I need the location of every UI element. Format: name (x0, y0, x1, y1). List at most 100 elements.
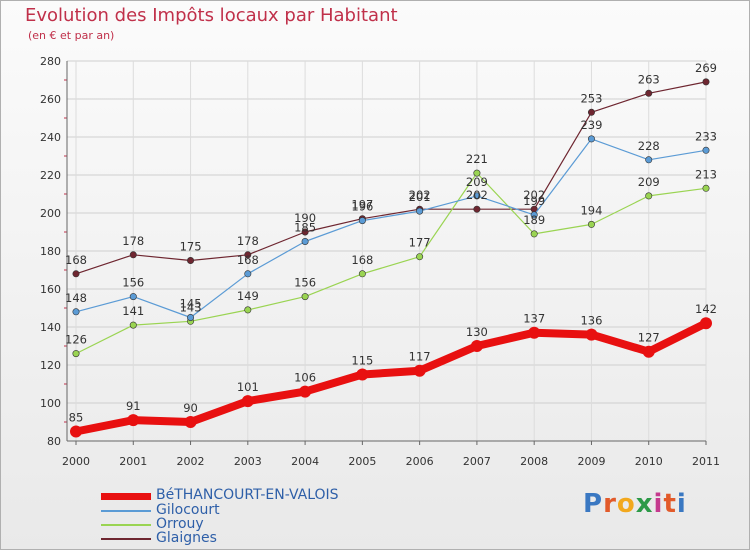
data-label-1: 209 (466, 175, 488, 189)
data-label-1: 201 (409, 190, 431, 204)
x-tick-label: 2008 (520, 455, 548, 468)
series-line-3 (75, 81, 707, 275)
series-line-1 (75, 138, 707, 319)
series-point-0 (241, 395, 254, 408)
series-point-0 (127, 414, 140, 427)
series-point-0 (585, 328, 598, 341)
data-label-2: 213 (695, 167, 717, 181)
data-label-0: 142 (695, 302, 717, 316)
series-point-0 (356, 368, 369, 381)
series-line-2 (75, 172, 707, 355)
y-tick-label: 240 (40, 131, 61, 144)
data-label-3: 269 (695, 61, 717, 75)
data-label-2: 209 (638, 175, 660, 189)
series-point-3 (702, 78, 710, 86)
x-tick-label: 2003 (234, 455, 262, 468)
data-label-2: 177 (409, 236, 431, 250)
series-point-2 (301, 293, 309, 301)
logo-letter: i (676, 489, 687, 519)
data-label-1: 145 (180, 297, 202, 311)
logo-letter: x (635, 489, 654, 519)
series-point-0 (184, 416, 197, 428)
data-label-0: 106 (294, 371, 316, 385)
series-point-3 (301, 228, 309, 236)
data-label-3: 175 (180, 240, 202, 254)
data-label-3: 178 (237, 234, 259, 248)
data-label-3: 202 (409, 188, 431, 202)
series-point-0 (299, 385, 312, 398)
series-point-2 (244, 306, 252, 314)
data-label-2: 149 (237, 289, 259, 303)
legend-label-glaignes: Glaignes (156, 530, 217, 546)
series-point-0 (700, 317, 712, 330)
data-label-0: 117 (409, 350, 431, 364)
series-point-2 (72, 350, 80, 358)
x-tick-label: 2002 (177, 455, 205, 468)
data-label-1: 199 (523, 194, 545, 208)
y-tick-label: 160 (40, 283, 61, 296)
data-label-2: 126 (65, 333, 87, 347)
data-label-0: 127 (638, 331, 660, 345)
series-point-2 (473, 169, 481, 177)
series-line-0 (75, 319, 708, 436)
series-point-2 (129, 321, 137, 329)
data-label-0: 90 (183, 401, 198, 415)
series-point-1 (72, 308, 80, 316)
legend-label-bethancourt: BéTHANCOURT-EN-VALOIS (156, 487, 339, 503)
data-label-3: 168 (65, 253, 87, 267)
series-point-2 (530, 230, 538, 238)
logo-letter: t (663, 489, 677, 519)
series-point-2 (416, 253, 424, 261)
series-point-3 (129, 251, 137, 259)
data-label-0: 85 (69, 411, 84, 425)
legend-label-gilocourt: Gilocourt (156, 502, 220, 518)
data-label-0: 91 (126, 399, 141, 413)
series-point-0 (70, 425, 82, 438)
series-point-1 (587, 135, 595, 143)
x-tick-label: 2004 (291, 455, 319, 468)
data-label-0: 130 (466, 325, 488, 339)
series-point-1 (530, 211, 538, 219)
x-tick-label: 2001 (119, 455, 147, 468)
logo-letter: o (616, 489, 636, 519)
series-point-1 (129, 293, 137, 301)
data-label-3: 190 (294, 211, 316, 225)
series-point-0 (470, 340, 483, 352)
data-label-1: 148 (65, 291, 87, 305)
series-point-0 (413, 364, 426, 377)
legend-swatch-bethancourt (101, 493, 151, 500)
y-tick-label: 220 (40, 169, 61, 182)
series-point-1 (187, 313, 195, 321)
data-label-0: 136 (580, 314, 602, 328)
data-label-3: 253 (580, 91, 602, 105)
series-point-3 (587, 108, 595, 116)
data-label-1: 168 (237, 253, 259, 267)
legend-swatch-orrouy (101, 524, 151, 526)
data-label-1: 196 (351, 200, 373, 214)
data-label-0: 115 (351, 354, 373, 368)
data-label-2: 194 (580, 203, 602, 217)
x-tick-label: 2005 (348, 455, 376, 468)
series-point-1 (645, 156, 653, 164)
x-tick-label: 2007 (463, 455, 491, 468)
chart-title: Evolution des Impôts locaux par Habitant (25, 5, 398, 26)
series-point-1 (416, 207, 424, 215)
series-point-3 (244, 251, 252, 259)
logo-letter: r (603, 489, 617, 519)
series-point-3 (72, 270, 80, 278)
y-tick-label: 260 (40, 93, 61, 106)
y-tick-label: 180 (40, 245, 61, 258)
series-point-0 (642, 345, 655, 358)
data-label-2: 221 (466, 152, 488, 166)
legend-label-orrouy: Orrouy (156, 516, 204, 532)
y-tick-label: 80 (47, 435, 61, 448)
y-tick-label: 280 (40, 55, 61, 68)
x-tick-label: 2009 (577, 455, 605, 468)
series-point-1 (301, 238, 309, 246)
data-label-0: 137 (523, 312, 545, 326)
data-label-2: 189 (523, 213, 545, 227)
data-label-1: 233 (695, 129, 717, 143)
series-point-0 (528, 326, 541, 339)
